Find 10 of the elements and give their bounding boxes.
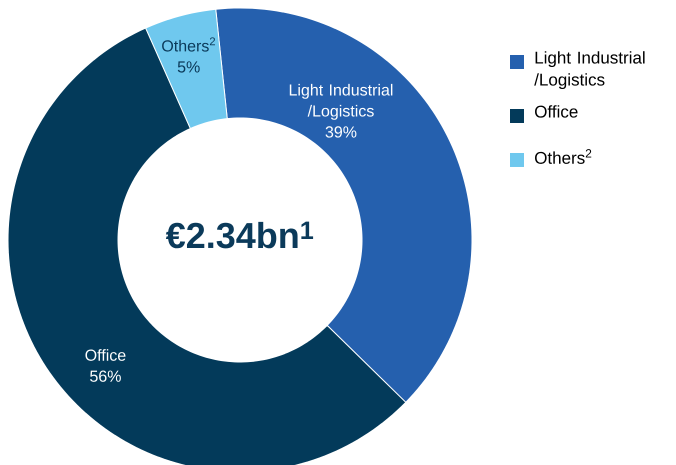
legend-label: Light Industrial /Logistics: [534, 51, 645, 90]
legend-label: Others$^{2}$: [535, 149, 592, 164]
legend-label: Office: [535, 105, 578, 118]
data-label: 5%: [178, 61, 200, 73]
slice-label: Others$^{2}$: [162, 37, 216, 52]
slice-label: Light Industrial /Logistics: [290, 84, 392, 120]
data-label: 56%: [90, 370, 121, 382]
data-label: 39%: [326, 126, 356, 138]
text: €2.34bn$^{1}$: [166, 222, 314, 248]
slice-label: Office: [85, 349, 126, 361]
